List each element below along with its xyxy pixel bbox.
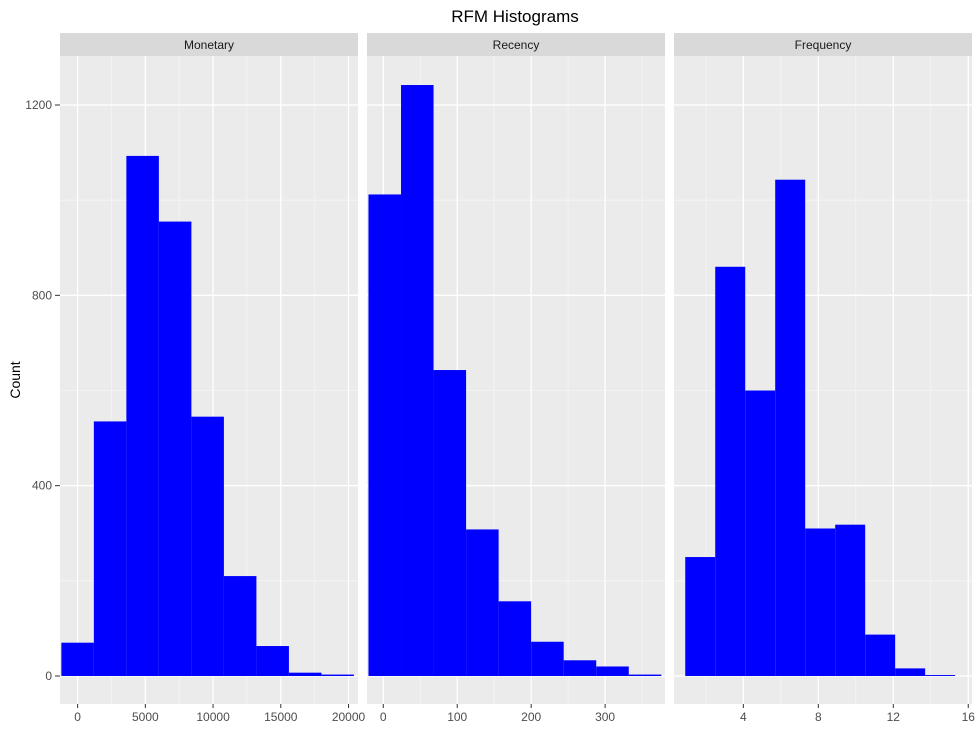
histogram-bar [401, 85, 434, 676]
histogram-bar [835, 524, 866, 676]
x-tick-label: 15000 [264, 710, 298, 724]
facet-strip-label: Monetary [184, 38, 234, 52]
x-tick-label: 8 [815, 710, 822, 724]
histogram-bar [191, 416, 224, 676]
x-tick-label: 5000 [132, 710, 159, 724]
histogram-bar [925, 675, 956, 676]
facet-strip [60, 33, 358, 56]
x-tick-label: 20000 [332, 710, 366, 724]
histogram-bar [321, 674, 354, 676]
histogram-bar [61, 642, 94, 676]
y-tick-label: 400 [32, 479, 52, 493]
histogram-bar [531, 641, 564, 676]
facet-strip [367, 33, 665, 56]
histogram-bar [433, 370, 467, 676]
facet-strip-label: Recency [493, 38, 540, 52]
x-tick-label: 0 [74, 710, 81, 724]
x-tick-label: 12 [887, 710, 901, 724]
y-tick-label: 800 [32, 288, 52, 302]
histogram-bar [288, 672, 322, 676]
histogram-bar [93, 421, 127, 676]
y-axis: 0 400 800 1200 [25, 98, 60, 683]
x-tick-label: 4 [740, 710, 747, 724]
histogram-bar [368, 194, 402, 676]
panel-frequency: Frequency 4 8 12 16 [674, 33, 975, 724]
histogram-bar [158, 221, 192, 676]
histogram-bar [126, 155, 159, 676]
histogram-bar [715, 266, 746, 676]
panel-recency: Recency 0 100 200 300 [367, 33, 665, 724]
x-tick-label: 300 [595, 710, 615, 724]
histogram-bar [256, 646, 289, 676]
facet-strip-label: Frequency [795, 38, 852, 52]
y-tick-label: 1200 [25, 98, 52, 112]
facet-strip [674, 33, 972, 56]
x-tick-label: 100 [447, 710, 467, 724]
histogram-bar [895, 668, 926, 676]
histogram-bar [865, 634, 896, 676]
histogram-bar [563, 660, 597, 676]
histogram-bar [223, 576, 257, 676]
x-tick-label: 200 [521, 710, 541, 724]
histogram-bar [685, 557, 716, 676]
y-tick-label: 0 [45, 669, 52, 683]
x-tick-label: 10000 [196, 710, 230, 724]
histogram-bar [498, 601, 532, 676]
panel-monetary: Monetary 0 5000 10000 15000 20000 [60, 33, 366, 724]
histogram-bar [805, 528, 836, 676]
chart-title: RFM Histograms [451, 7, 579, 26]
x-tick-label: 0 [380, 710, 387, 724]
histogram-bar [745, 390, 776, 676]
x-tick-label: 16 [962, 710, 976, 724]
histogram-bar [775, 179, 806, 677]
histogram-bar [466, 529, 499, 676]
histogram-bar [628, 674, 662, 676]
y-axis-title: Count [7, 361, 23, 398]
facet-panels: Monetary 0 5000 10000 15000 20000 Recency 0 100 2… [60, 33, 975, 724]
histogram-bar [596, 666, 629, 676]
